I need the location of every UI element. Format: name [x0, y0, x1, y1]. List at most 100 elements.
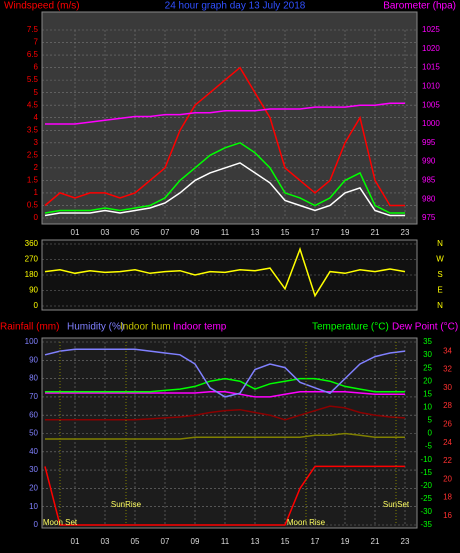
y-tick-label: 270: [25, 255, 39, 264]
x-tick-label: 15: [281, 537, 290, 546]
x-tick-label: 15: [281, 228, 290, 237]
x-tick-label: 21: [371, 228, 380, 237]
y-tick-label: 7: [34, 38, 39, 47]
y2-tick-label: 980: [422, 194, 436, 203]
y-tick-label: 5.5: [27, 75, 39, 84]
compass-label: N: [437, 239, 443, 248]
y-label: Windspeed (m/s): [4, 1, 80, 12]
x-tick-label: 21: [371, 537, 380, 546]
y2-tick-label: 1015: [422, 63, 440, 72]
y-tick-label: 2.5: [27, 150, 39, 159]
y2-tick-label: -5: [425, 442, 433, 451]
y2-tick-label: 10: [423, 402, 432, 411]
y-tick-label: 3: [34, 138, 39, 147]
y-tick-label: 90: [29, 355, 38, 364]
y2-tick-label: 1025: [422, 25, 440, 34]
x-tick-label: 07: [161, 228, 170, 237]
x-tick-label: 03: [101, 228, 110, 237]
legend-label: Indoor temp: [173, 322, 227, 333]
y2-tick-label: 985: [422, 176, 436, 185]
x-tick-label: 05: [131, 537, 140, 546]
x-tick-label: 17: [311, 228, 320, 237]
y3-tick-label: 26: [443, 419, 452, 428]
series-line: [44, 246, 406, 298]
y-tick-label: 3.5: [27, 125, 39, 134]
y-tick-label: 0.5: [27, 201, 39, 210]
y2-tick-label: 25: [423, 363, 432, 372]
y3-tick-label: 24: [443, 438, 452, 447]
y3-tick-label: 22: [443, 456, 452, 465]
y2-tick-label: 5: [428, 416, 433, 425]
y2-tick-label: -25: [420, 494, 432, 503]
y-tick-label: 40: [29, 447, 38, 456]
x-tick-label: 17: [311, 537, 320, 546]
y2-tick-label: 995: [422, 138, 436, 147]
y-tick-label: 20: [29, 484, 38, 493]
y-tick-label: 30: [29, 465, 38, 474]
series-line: [44, 162, 405, 217]
series-line: [45, 390, 405, 398]
legend-label: Humidity (%): [67, 322, 124, 333]
y-tick-label: 10: [29, 502, 38, 511]
y2-tick-label: -10: [420, 455, 432, 464]
x-tick-label: 23: [401, 228, 410, 237]
y2-tick-label: -30: [420, 507, 432, 516]
x-tick-label: 19: [341, 537, 350, 546]
x-tick-label: 01: [71, 228, 80, 237]
y-tick-label: 0: [34, 520, 39, 529]
y2-tick-label: 1005: [422, 100, 440, 109]
y2-tick-label: 15: [423, 389, 432, 398]
y3-tick-label: 34: [443, 346, 452, 355]
y2-tick-label: -20: [420, 481, 432, 490]
y-tick-label: 6: [34, 63, 39, 72]
y-tick-label: 1.5: [27, 176, 39, 185]
annotation: Moon Set: [43, 518, 78, 527]
annotation: SunSet: [383, 500, 410, 509]
y-tick-label: 80: [29, 374, 38, 383]
series-line: [45, 102, 405, 125]
x-tick-label: 03: [101, 537, 110, 546]
y-tick-label: 6.5: [27, 50, 39, 59]
y-tick-label: 1: [34, 188, 39, 197]
legend-label: Temperature (°C): [312, 322, 389, 333]
y-tick-label: 50: [29, 429, 38, 438]
compass-label: S: [437, 270, 442, 279]
series-line: [44, 465, 405, 526]
y-tick-label: 4.5: [27, 100, 39, 109]
x-tick-label: 09: [191, 228, 200, 237]
series-line: [44, 141, 405, 214]
y2-tick-label: 1020: [422, 44, 440, 53]
chart-title: 24 hour graph day 13 July 2018: [165, 1, 306, 12]
y2-tick-label: 30: [423, 350, 432, 359]
x-tick-label: 07: [161, 537, 170, 546]
y2-tick-label: -15: [420, 468, 432, 477]
y2-tick-label: 1000: [422, 119, 440, 128]
y-tick-label: 2: [34, 163, 39, 172]
x-tick-label: 11: [221, 537, 230, 546]
y2-tick-label: 1010: [422, 82, 440, 91]
x-tick-label: 23: [401, 537, 410, 546]
x-tick-label: 13: [251, 537, 260, 546]
x-tick-label: 05: [131, 228, 140, 237]
y2-tick-label: 975: [422, 213, 436, 222]
series-line: [44, 66, 405, 207]
series-line: [45, 377, 405, 393]
y2-label: Barometer (hpa): [383, 1, 456, 12]
y-tick-label: 7.5: [27, 25, 39, 34]
compass-label: W: [436, 255, 444, 264]
y-tick-label: 180: [25, 270, 39, 279]
y-tick-label: 70: [29, 392, 38, 401]
annotation: Moon Rise: [287, 518, 326, 527]
y-tick-label: 4: [34, 113, 39, 122]
y-tick-label: 5: [34, 88, 39, 97]
y2-tick-label: 20: [423, 376, 432, 385]
series-line: [45, 405, 406, 421]
x-tick-label: 19: [341, 228, 350, 237]
legend-label: Rainfall (mm): [0, 322, 59, 333]
legend-label: Dew Point (°C): [392, 322, 458, 333]
y-tick-label: 360: [25, 239, 39, 248]
x-tick-label: 01: [71, 537, 80, 546]
y3-tick-label: 30: [443, 383, 452, 392]
y-tick-label: 100: [25, 337, 39, 346]
